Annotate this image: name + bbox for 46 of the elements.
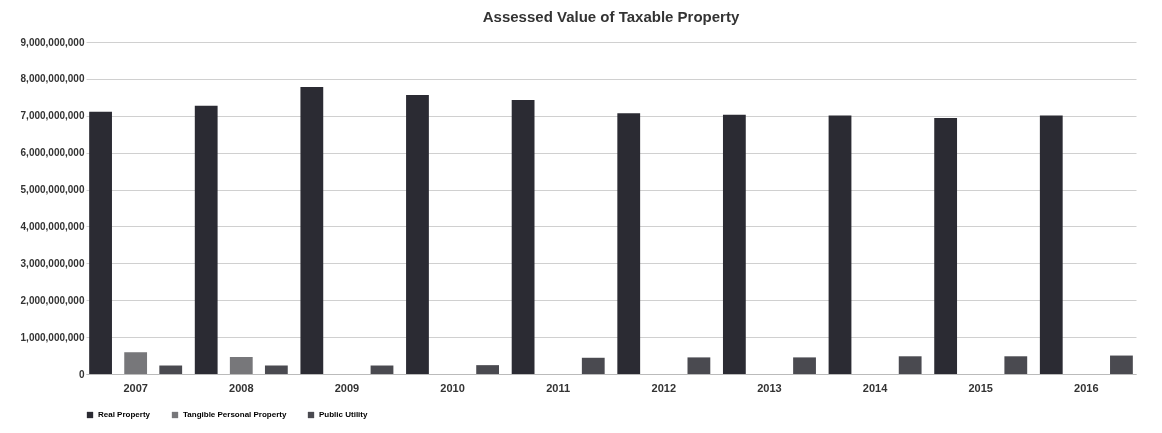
- x-tick-label: 2015: [968, 381, 993, 394]
- bar: [370, 365, 394, 374]
- bar: [828, 115, 852, 374]
- bar: [722, 114, 746, 374]
- x-tick-label: 2007: [123, 381, 148, 394]
- bar: [617, 113, 641, 374]
- y-tick-label: 2,000,000,000: [20, 294, 85, 306]
- bar: [793, 357, 816, 374]
- legend-label: Real Property: [98, 410, 151, 419]
- bar: [300, 87, 324, 374]
- x-tick-label: 2011: [546, 381, 571, 394]
- y-tick-label: 4,000,000,000: [20, 220, 85, 232]
- bar: [1004, 356, 1028, 374]
- x-tick-label: 2008: [229, 381, 254, 394]
- y-tick-label: 1,000,000,000: [20, 331, 85, 343]
- bar: [898, 356, 922, 374]
- bar: [406, 95, 429, 374]
- x-tick-label: 2016: [1074, 381, 1099, 394]
- y-tick-label: 7,000,000,000: [20, 110, 85, 122]
- bar: [159, 365, 183, 374]
- bar: [581, 357, 605, 374]
- y-tick-label: 8,000,000,000: [20, 73, 85, 85]
- bar: [1039, 115, 1063, 374]
- x-tick-label: 2012: [651, 381, 677, 394]
- y-tick-label: 6,000,000,000: [20, 147, 85, 159]
- bar: [1110, 355, 1133, 374]
- bar: [687, 357, 711, 374]
- chart-title: Assessed Value of Taxable Property: [482, 8, 740, 25]
- x-tick-label: 2009: [334, 381, 360, 394]
- legend-label: Public Utility: [319, 410, 368, 419]
- x-tick-label: 2013: [757, 381, 782, 394]
- bar: [124, 352, 148, 374]
- y-tick-label: 3,000,000,000: [20, 257, 85, 269]
- bar: [476, 365, 500, 374]
- bar: [194, 105, 218, 374]
- y-tick-label: 9,000,000,000: [20, 36, 85, 48]
- bar: [511, 99, 535, 374]
- bar: [934, 117, 958, 374]
- y-tick-label: 5,000,000,000: [20, 184, 85, 196]
- bar: [229, 357, 253, 374]
- y-tick-label: 0: [78, 368, 85, 380]
- x-tick-label: 2010: [440, 381, 465, 394]
- bar: [264, 365, 288, 374]
- legend-label: Tangible Personal Property: [183, 410, 287, 419]
- bar: [89, 111, 112, 374]
- x-tick-label: 2014: [862, 381, 889, 394]
